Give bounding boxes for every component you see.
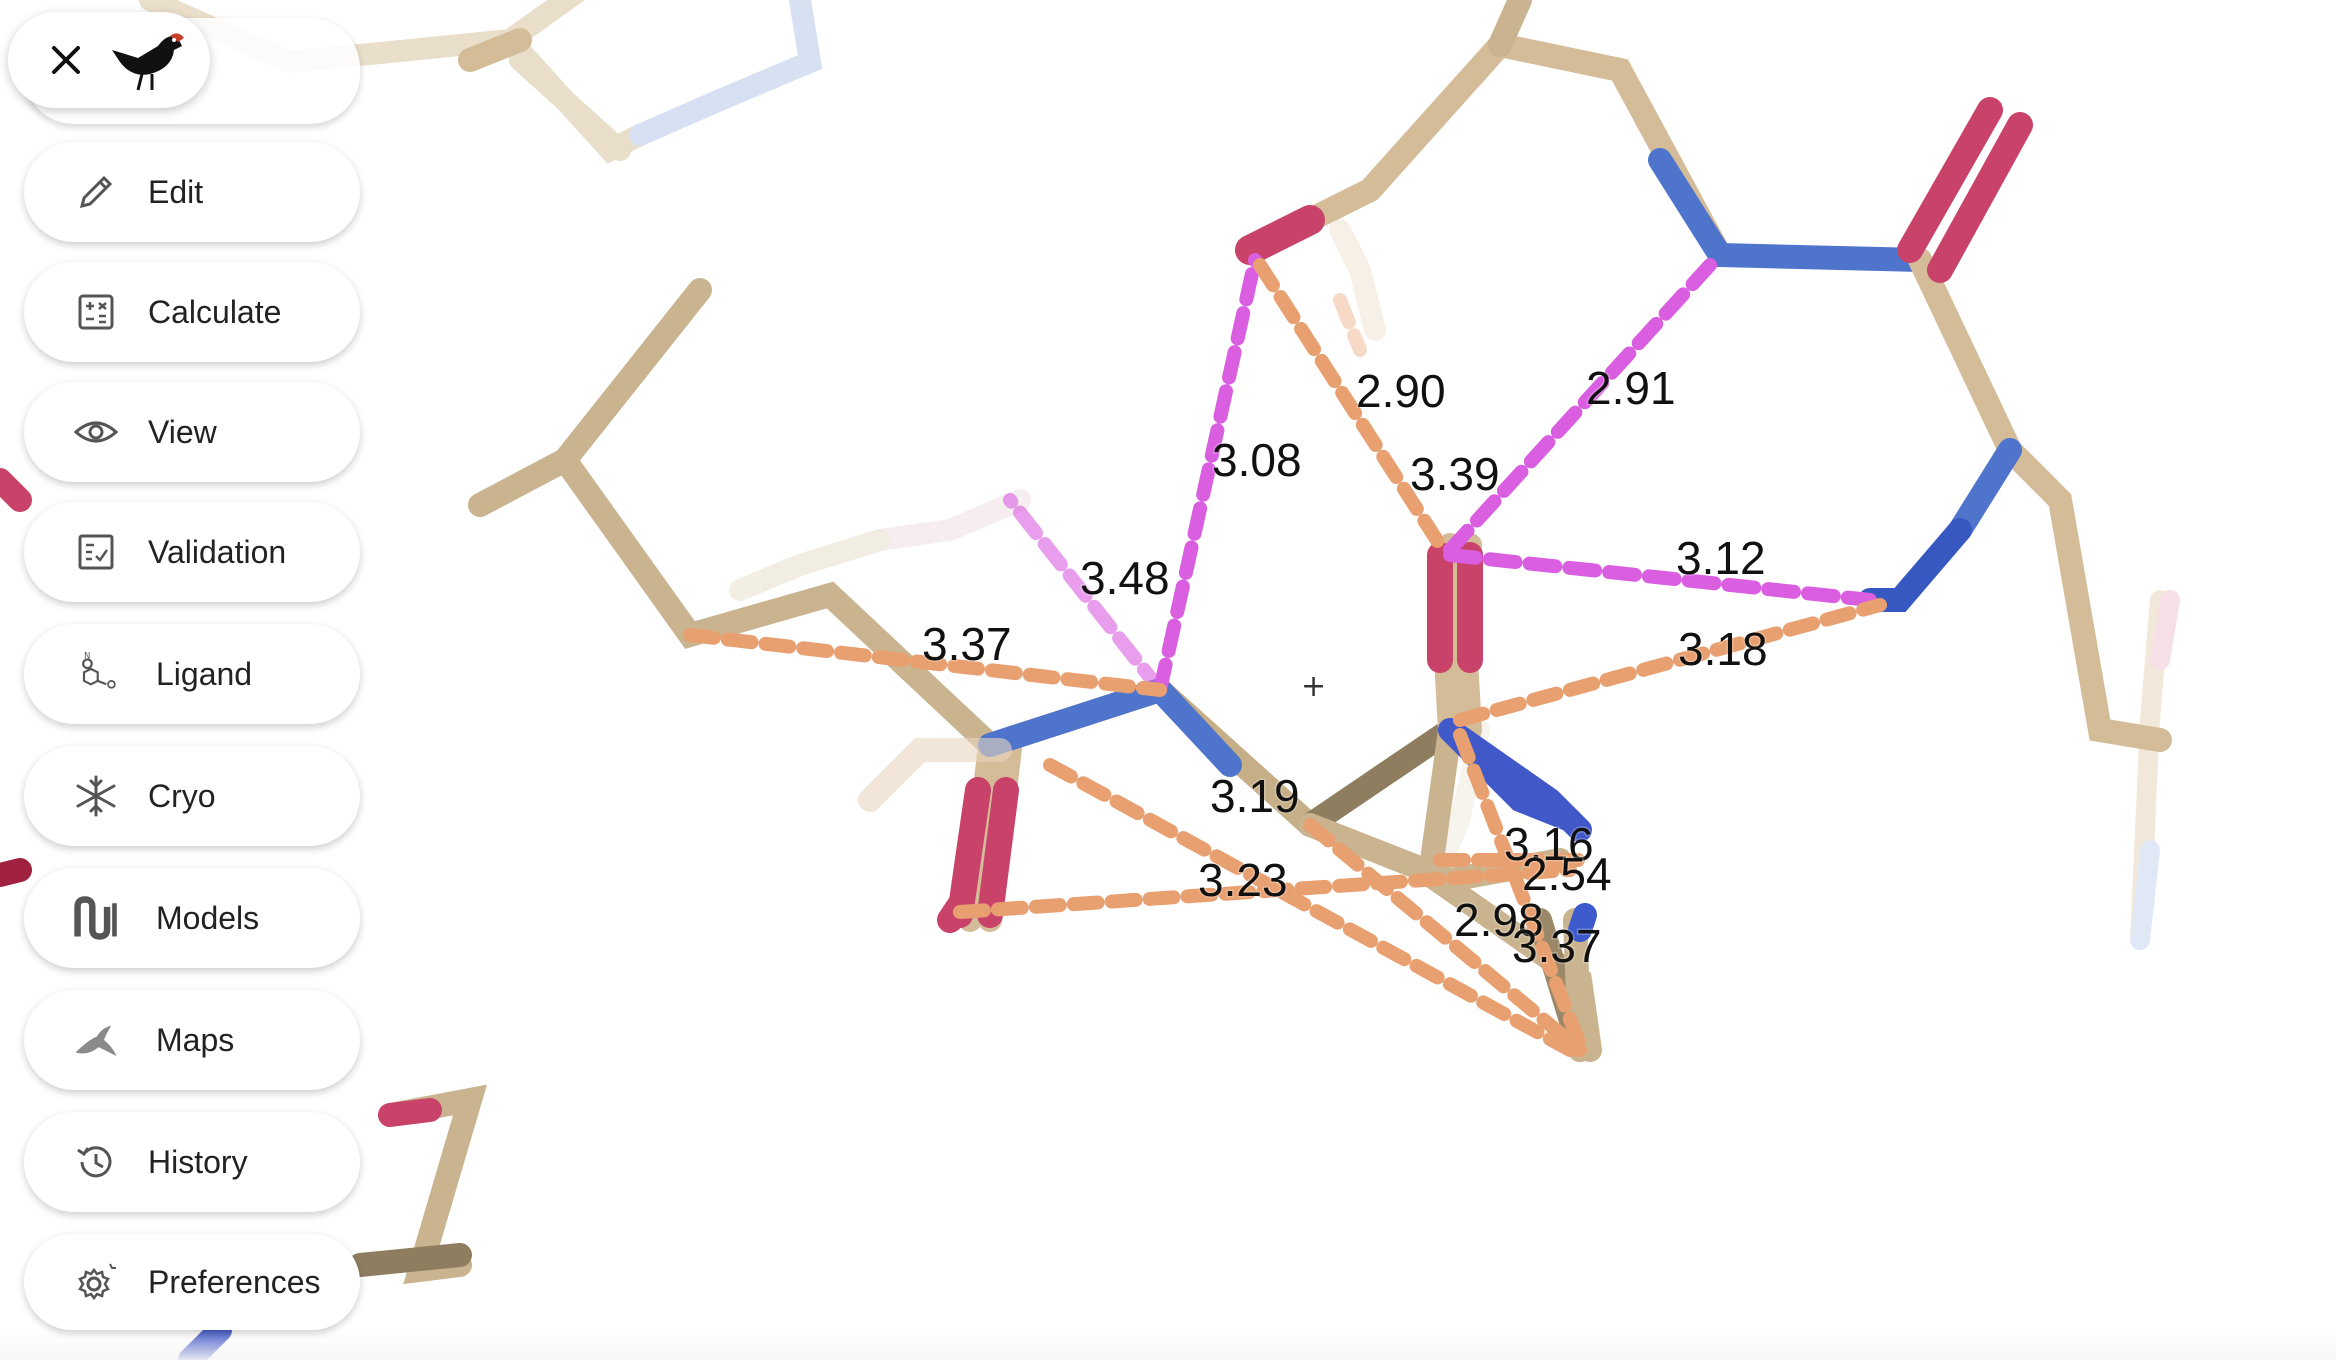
distance-label: 3.12 xyxy=(1676,532,1766,584)
history-icon xyxy=(72,1138,120,1186)
menu-item-calculate[interactable]: Calculate xyxy=(24,262,360,362)
ligand-molecule-icon: N xyxy=(72,650,120,698)
menu-item-ligand[interactable]: N Ligand xyxy=(24,624,360,724)
distance-label: 3.19 xyxy=(1210,770,1300,822)
menu-item-label: Edit xyxy=(148,173,204,210)
close-icon xyxy=(52,46,80,74)
rotation-center-marker: + xyxy=(1301,669,1326,704)
menu-item-edit[interactable]: Edit xyxy=(24,142,360,242)
top-toolbar-pill xyxy=(8,12,210,108)
sidebar-menu: Edit Calculate View Validation N Ligand … xyxy=(24,0,360,1360)
menu-item-view[interactable]: View xyxy=(24,382,360,482)
models-icon xyxy=(72,894,120,942)
pencil-icon xyxy=(72,168,120,216)
snowflake-icon xyxy=(72,772,120,820)
distance-label: 3.08 xyxy=(1212,434,1302,486)
menu-item-label: Ligand xyxy=(156,655,253,692)
distance-label: 3.23 xyxy=(1198,854,1288,906)
distance-label: 2.54 xyxy=(1522,848,1612,900)
menu-item-label: Maps xyxy=(156,1021,235,1058)
menu-item-preferences[interactable]: Preferences xyxy=(24,1234,360,1330)
distance-label: 3.39 xyxy=(1410,448,1500,500)
menu-item-label: Cryo xyxy=(148,777,216,814)
menu-item-label: Calculate xyxy=(148,293,282,330)
distance-label: 3.37 xyxy=(922,618,1012,670)
menu-item-validation[interactable]: Validation xyxy=(24,502,360,602)
distance-label: 2.98 xyxy=(1454,894,1544,946)
distance-label: 3.16 xyxy=(1504,818,1594,870)
calculator-icon xyxy=(72,288,120,336)
menu-item-cryo[interactable]: Cryo xyxy=(24,746,360,846)
distance-label: 2.91 xyxy=(1586,362,1676,414)
checklist-icon xyxy=(72,528,120,576)
menu-item-label: Models xyxy=(156,899,260,936)
bird-logo-icon[interactable] xyxy=(108,24,188,96)
close-button[interactable] xyxy=(36,30,96,90)
contact-dashes xyxy=(683,258,1887,1057)
menu-item-label: Validation xyxy=(148,533,287,570)
menu-item-history[interactable]: History xyxy=(24,1112,360,1212)
distance-label: 3.18 xyxy=(1678,623,1768,675)
bottom-edge xyxy=(0,1328,2336,1360)
eye-icon xyxy=(72,408,120,456)
distance-label: 3.48 xyxy=(1080,552,1170,604)
menu-item-label: History xyxy=(148,1143,248,1180)
menu-item-label: Preferences xyxy=(148,1263,321,1300)
distance-label: 2.90 xyxy=(1356,365,1446,417)
background-residues xyxy=(139,0,2180,950)
svg-text:N: N xyxy=(84,652,90,662)
menu-item-label: View xyxy=(148,413,217,450)
maps-icon xyxy=(72,1016,120,1064)
hydrogen-bond-dashes xyxy=(1003,253,1877,697)
distance-label: 3.37 xyxy=(1512,920,1602,972)
menu-item-maps[interactable]: Maps xyxy=(24,990,360,1090)
distance-labels: 2.90 2.91 3.08 3.39 3.48 3.12 3.37 3.18 … xyxy=(921,361,1770,974)
gear-icon xyxy=(72,1258,120,1306)
menu-item-models[interactable]: Models xyxy=(24,868,360,968)
